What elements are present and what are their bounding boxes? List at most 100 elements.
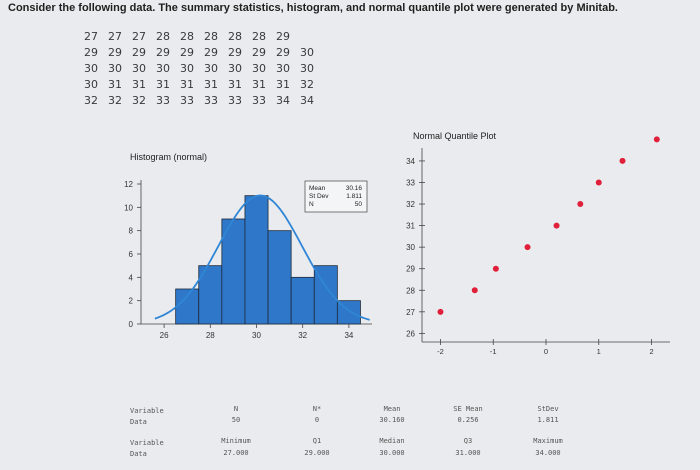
histogram-bar: [290, 276, 315, 325]
row2-data-label: Data: [130, 450, 147, 458]
data-value: 29: [204, 46, 218, 59]
quantile-y-tick-label: 27: [406, 308, 415, 317]
data-value: 30: [132, 62, 146, 75]
data-value: 33: [252, 94, 266, 107]
data-value: 31: [132, 78, 146, 91]
data-value: 32: [84, 94, 98, 107]
data-value: 34: [276, 94, 290, 107]
data-value: 27: [108, 30, 122, 43]
histogram-y-tick-label: 0: [129, 320, 134, 329]
quantile-data-point: [524, 244, 531, 251]
quantile-data-point: [619, 157, 626, 164]
histogram-bar: [175, 288, 200, 325]
stats-box-label: Mean: [309, 185, 326, 192]
histogram-stats-box: [304, 180, 368, 213]
stat-value-minimum: 27.000: [223, 449, 249, 457]
quantile-data-point: [595, 179, 602, 186]
data-value: 31: [108, 78, 122, 91]
stat-header-stdev: StDev: [537, 405, 559, 413]
summary-statistics-table: Variable Data Variable Data N N* Mean SE…: [0, 395, 700, 470]
stats-box-label: St Dev: [309, 193, 329, 200]
data-value: 27: [132, 30, 146, 43]
data-value: 29: [156, 46, 170, 59]
data-value: 32: [108, 94, 122, 107]
data-value: 28: [180, 30, 194, 43]
histogram-x-tick-label: 32: [298, 331, 307, 340]
stat-value-n: 50: [231, 416, 241, 424]
data-value: 28: [252, 30, 266, 43]
quantile-x-tick-label: 1: [597, 347, 601, 356]
stats-box-value: 1.811: [346, 193, 362, 200]
data-value: 31: [228, 78, 242, 91]
data-value: 30: [252, 62, 266, 75]
histogram-x-tick-label: 34: [344, 331, 353, 340]
data-value: 29: [228, 46, 242, 59]
data-value: 32: [300, 78, 314, 91]
stat-header-n-missing: N*: [312, 405, 322, 413]
stat-header-q1: Q1: [312, 437, 322, 445]
data-value: 30: [204, 62, 218, 75]
data-value: 29: [84, 46, 98, 59]
quantile-y-tick-label: 29: [406, 265, 415, 274]
stat-value-median: 30.000: [379, 449, 405, 457]
quantile-data-point: [577, 201, 584, 208]
quantile-data-point: [553, 222, 560, 229]
histogram-y-tick-label: 2: [129, 297, 134, 306]
data-value: 29: [132, 46, 146, 59]
data-value: 33: [228, 94, 242, 107]
data-values-grid: 27 27 27 28 28 28 28 28 29 29 29 29 29 29 29 29 29 29 30 30…: [84, 30, 324, 110]
histogram-y-tick-label: 6: [129, 250, 134, 259]
data-value: 29: [276, 46, 290, 59]
quantile-x-tick-label: 2: [649, 347, 653, 356]
question-text: Consider the following data. The summary…: [8, 2, 618, 14]
stat-value-q1: 29.000: [304, 449, 330, 457]
data-value: 28: [204, 30, 218, 43]
data-value: 30: [300, 46, 314, 59]
stat-header-n: N: [233, 405, 239, 413]
quantile-data-point: [653, 136, 660, 143]
quantile-plot-title: Normal Quantile Plot: [413, 131, 497, 141]
data-value: 30: [180, 62, 194, 75]
quantile-x-tick-label: -2: [437, 347, 444, 356]
histogram-bar: [313, 265, 338, 325]
stat-header-minimum: Minimum: [221, 437, 251, 445]
quantile-data-point: [437, 308, 444, 315]
row2-variable-label: Variable: [130, 439, 164, 447]
data-value: 31: [276, 78, 290, 91]
data-value: 30: [108, 62, 122, 75]
data-value: 34: [300, 94, 314, 107]
stat-header-maximum: Maximum: [533, 437, 563, 445]
data-value: 32: [132, 94, 146, 107]
histogram-title: Histogram (normal): [130, 152, 208, 162]
row1-data-label: Data: [130, 418, 147, 426]
stat-value-n-missing: 0: [314, 416, 320, 424]
quantile-data-point: [492, 265, 499, 272]
row1-variable-label: Variable: [130, 407, 164, 415]
quantile-y-tick-label: 30: [406, 243, 415, 252]
quantile-x-tick-label: -1: [490, 347, 497, 356]
data-value: 30: [84, 78, 98, 91]
histogram-x-tick-label: 30: [252, 331, 261, 340]
data-value: 30: [156, 62, 170, 75]
quantile-y-tick-label: 34: [406, 157, 415, 166]
data-value: 29: [108, 46, 122, 59]
data-value: 27: [84, 30, 98, 43]
normal-curve-line: [154, 194, 370, 321]
data-value: 31: [180, 78, 194, 91]
quantile-y-tick-label: 28: [406, 286, 415, 295]
data-value: 30: [300, 62, 314, 75]
data-value: 30: [84, 62, 98, 75]
stat-value-maximum: 34.000: [535, 449, 561, 457]
data-value: 28: [156, 30, 170, 43]
quantile-y-tick-label: 33: [406, 178, 415, 187]
stat-header-mean: Mean: [383, 405, 401, 413]
histogram-bar: [267, 230, 292, 325]
histogram-bar: [244, 195, 269, 325]
data-value: 30: [228, 62, 242, 75]
histogram-y-tick-label: 4: [129, 273, 134, 282]
data-value: 31: [204, 78, 218, 91]
stat-value-se-mean: 0.256: [457, 416, 479, 424]
quantile-y-tick-label: 31: [406, 222, 415, 231]
data-value: 29: [252, 46, 266, 59]
